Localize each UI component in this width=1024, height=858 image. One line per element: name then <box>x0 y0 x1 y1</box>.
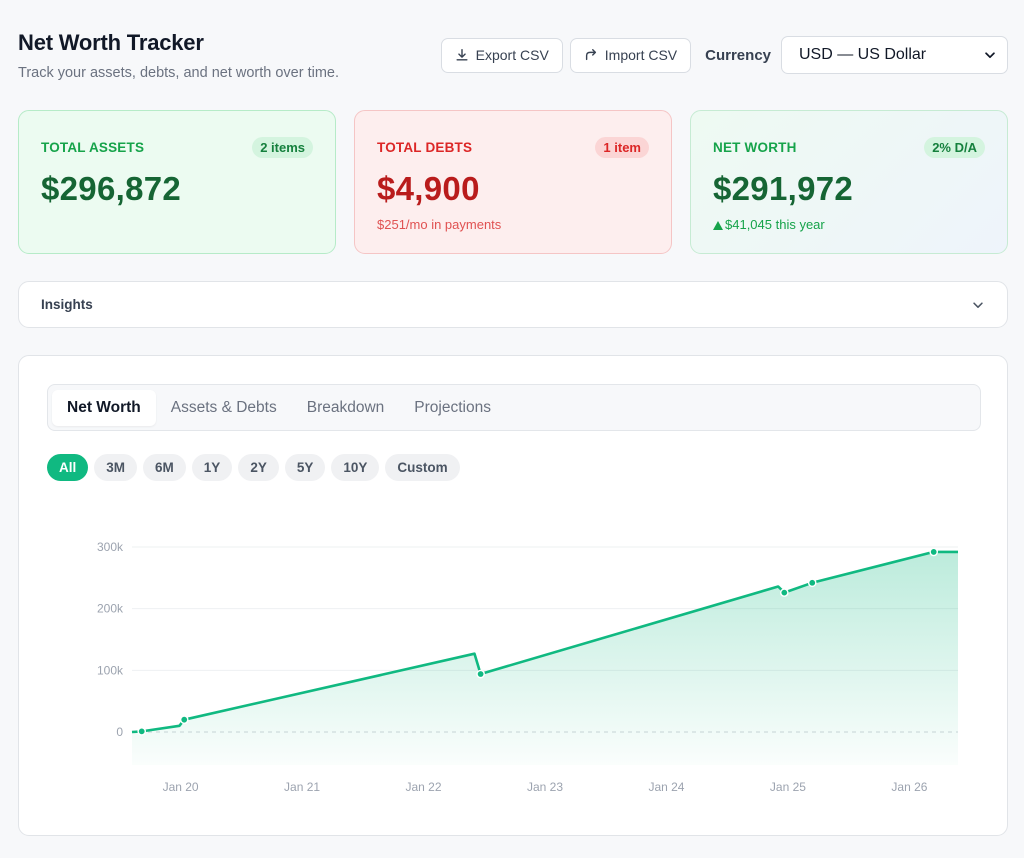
y-tick-label: 0 <box>116 725 123 739</box>
page-title: Net Worth Tracker <box>18 30 204 55</box>
currency-select-value: USD — US Dollar <box>799 46 927 63</box>
debt-ratio-badge: 2% D/A <box>924 137 985 158</box>
tab-breakdown[interactable]: Breakdown <box>306 398 385 416</box>
chevron-down-icon <box>985 52 995 59</box>
page-header: Net Worth Tracker Track your assets, deb… <box>18 30 339 81</box>
yearly-change-text: $41,045 this year <box>713 217 985 232</box>
upload-icon <box>585 49 596 61</box>
chart-panel: Net Worth Assets & Debts Breakdown Proje… <box>18 355 1008 836</box>
monthly-payments-text: $251/mo in payments <box>377 217 502 232</box>
range-6m[interactable]: 6M <box>143 454 186 481</box>
total-debts-value: $4,900 <box>377 170 480 207</box>
net-worth-label: NET WORTH <box>713 140 797 155</box>
triangle-up-icon <box>713 220 723 230</box>
data-point[interactable] <box>779 588 789 597</box>
chevron-down-icon <box>973 301 983 308</box>
total-debts-card: TOTAL DEBTS 1 item $4,900 $251/mo in pay… <box>354 110 672 254</box>
y-tick-label: 200k <box>97 602 124 616</box>
data-point[interactable] <box>476 669 485 679</box>
range-1y[interactable]: 1Y <box>191 454 233 481</box>
total-assets-card: TOTAL ASSETS 2 items $296,872 <box>18 110 336 254</box>
x-tick-label: Jan 22 <box>406 780 442 794</box>
debts-count-badge: 1 item <box>595 137 649 158</box>
net-worth-card: NET WORTH 2% D/A $291,972 $41,045 this y… <box>690 110 1008 254</box>
range-10y[interactable]: 10Y <box>331 454 380 481</box>
range-custom[interactable]: Custom <box>385 454 460 481</box>
x-tick-label: Jan 23 <box>527 780 563 794</box>
insights-toggle[interactable]: Insights <box>18 281 1008 328</box>
tab-net-worth[interactable]: Net Worth <box>52 389 156 426</box>
toolbar: Export CSV Import CSV Currency USD — US … <box>440 36 1008 74</box>
data-point[interactable] <box>137 727 147 736</box>
download-icon <box>456 49 468 61</box>
export-csv-button[interactable]: Export CSV <box>440 37 563 73</box>
data-point[interactable] <box>807 578 817 588</box>
import-csv-button[interactable]: Import CSV <box>569 37 692 73</box>
data-point[interactable] <box>929 547 939 557</box>
data-point[interactable] <box>179 715 189 724</box>
assets-count-badge: 2 items <box>252 137 313 158</box>
import-csv-label: Import CSV <box>604 47 678 63</box>
range-selector: All 3M 6M 1Y 2Y 5Y 10Y Custom <box>47 454 460 481</box>
range-5y[interactable]: 5Y <box>284 454 326 481</box>
range-2y[interactable]: 2Y <box>238 454 279 481</box>
x-tick-label: Jan 25 <box>770 780 806 794</box>
total-debts-label: TOTAL DEBTS <box>377 140 473 155</box>
net-worth-value: $291,972 <box>713 170 854 207</box>
insights-label: Insights <box>41 297 93 312</box>
y-tick-label: 100k <box>97 663 124 677</box>
net-worth-chart[interactable]: 0 100k 200k 300k Jan 20 Jan 21 Jan 22 Jan 23 Ja… <box>19 356 1009 837</box>
net-worth-area <box>132 551 958 765</box>
y-tick-label: 300k <box>97 540 124 554</box>
yearly-change-value: $41,045 this year <box>725 217 825 232</box>
tab-assets-debts[interactable]: Assets & Debts <box>170 398 277 416</box>
total-assets-value: $296,872 <box>41 170 182 207</box>
range-3m[interactable]: 3M <box>94 454 138 481</box>
x-tick-label: Jan 20 <box>163 780 199 794</box>
x-tick-label: Jan 21 <box>284 780 320 794</box>
range-all[interactable]: All <box>47 454 89 481</box>
tab-projections[interactable]: Projections <box>414 398 491 416</box>
currency-select[interactable]: USD — US Dollar <box>781 36 1008 74</box>
x-tick-label: Jan 26 <box>891 780 927 794</box>
total-assets-label: TOTAL ASSETS <box>41 140 145 155</box>
x-tick-label: Jan 24 <box>648 780 684 794</box>
currency-label: Currency <box>705 46 771 64</box>
chart-tabs: Net Worth Assets & Debts Breakdown Proje… <box>47 384 981 431</box>
export-csv-label: Export CSV <box>475 47 549 63</box>
page-subtitle: Track your assets, debts, and net worth … <box>18 65 340 81</box>
